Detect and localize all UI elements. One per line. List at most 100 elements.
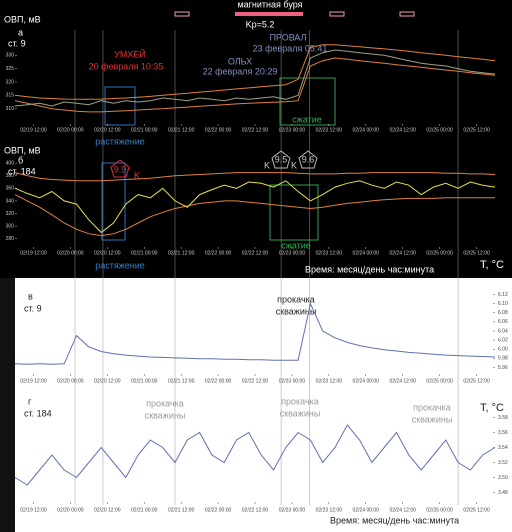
y-tick-label: 320 bbox=[6, 211, 15, 217]
annotation: 23 февраля 05:41 bbox=[253, 43, 328, 53]
y-tick-label: 3.48 bbox=[498, 490, 508, 496]
x-tick-label: 02/20 00:00 bbox=[57, 127, 84, 133]
x-tick-label: 02/24 00:00 bbox=[353, 507, 380, 513]
annotation: скважины bbox=[280, 408, 321, 418]
y-tick-label: 325 bbox=[6, 66, 15, 72]
y-label: ОВП, мВ bbox=[4, 14, 41, 24]
annotation: 20 февраля 10:35 bbox=[89, 61, 164, 71]
y-tick-label: 6.12 bbox=[498, 292, 508, 298]
x-tick-label: 02/21 00:00 bbox=[131, 250, 158, 256]
y-tick-label: 6.10 bbox=[498, 301, 508, 307]
series-line bbox=[14, 194, 495, 237]
marker-shape bbox=[271, 150, 291, 169]
annotation: K bbox=[134, 170, 140, 180]
y-tick-label: 400 bbox=[6, 160, 15, 166]
x-tick-label: 02/20 00:00 bbox=[57, 250, 84, 256]
stretch-box bbox=[101, 162, 126, 241]
x-tick-label: 02/20 12:00 bbox=[94, 127, 121, 133]
annotation: ПРОВАЛ bbox=[269, 32, 306, 42]
x-tick-label: 02/21 12:00 bbox=[168, 378, 195, 384]
x-axis-label: Время: месяц/день час:минута bbox=[305, 264, 434, 274]
annotation: прокачка bbox=[413, 402, 451, 412]
series-line bbox=[14, 172, 496, 182]
x-axis-label: Время: месяц/день час:минута bbox=[330, 515, 459, 525]
series-line bbox=[14, 424, 496, 486]
y-tick-label: 6.08 bbox=[498, 310, 508, 316]
station-label: ст. 9 bbox=[24, 303, 42, 313]
panel-label: г bbox=[28, 396, 32, 406]
x-tick-label: 02/19 12:00 bbox=[20, 378, 47, 384]
x-tick-label: 02/21 00:00 bbox=[131, 507, 158, 513]
x-tick-label: 02/25 00:00 bbox=[426, 127, 453, 133]
annotation: 9.6 bbox=[302, 154, 315, 164]
x-tick-label: 02/22 12:00 bbox=[242, 127, 269, 133]
y-tick-label: 315 bbox=[6, 93, 15, 99]
x-tick-label: 02/25 12:00 bbox=[463, 127, 490, 133]
compress-box bbox=[269, 184, 319, 241]
x-tick-label: 02/20 12:00 bbox=[94, 250, 121, 256]
station-label: ст. 184 bbox=[24, 408, 52, 418]
annotation: растяжение bbox=[95, 136, 145, 146]
storm-bar bbox=[235, 12, 303, 16]
x-tick-label: 02/21 00:00 bbox=[131, 378, 158, 384]
x-tick-label: 02/19 12:00 bbox=[20, 127, 47, 133]
y-label: ОВП, мВ bbox=[4, 145, 41, 155]
x-tick-label: 02/19 12:00 bbox=[20, 507, 47, 513]
annotation: 9.9 bbox=[114, 164, 127, 174]
annotation: 9.5 bbox=[275, 154, 288, 164]
y-tick-label: 330 bbox=[6, 53, 15, 59]
series-line bbox=[14, 180, 496, 234]
y-tick-label: 3.54 bbox=[498, 445, 508, 451]
y-tick-label: 300 bbox=[6, 223, 15, 229]
x-tick-label: 02/25 12:00 bbox=[463, 378, 490, 384]
x-tick-label: 02/20 12:00 bbox=[94, 507, 121, 513]
x-tick-label: 02/22 00:00 bbox=[205, 378, 232, 384]
y-tick-label: 3.52 bbox=[498, 460, 508, 466]
y-tick-label: 6.06 bbox=[498, 319, 508, 325]
x-tick-label: 02/24 00:00 bbox=[353, 127, 380, 133]
series-line bbox=[14, 49, 496, 107]
station-label: ст. 9 bbox=[8, 38, 26, 48]
y-tick-label: 380 bbox=[6, 173, 15, 179]
x-tick-label: 02/20 12:00 bbox=[94, 378, 121, 384]
x-tick-label: 02/23 12:00 bbox=[316, 250, 343, 256]
annotation: растяжение bbox=[95, 260, 145, 270]
annotation: сжатие bbox=[281, 240, 311, 250]
x-tick-label: 02/23 12:00 bbox=[316, 127, 343, 133]
y-tick-label: 3.56 bbox=[498, 430, 508, 436]
annotation: скважины bbox=[276, 306, 317, 316]
annotation: сжатие bbox=[292, 114, 322, 124]
y-tick-label: 340 bbox=[6, 198, 15, 204]
annotation: прокачка bbox=[277, 294, 315, 304]
series-line bbox=[14, 57, 496, 113]
storm-mark bbox=[174, 11, 190, 17]
panel-label: б bbox=[18, 155, 23, 165]
x-tick-label: 02/21 12:00 bbox=[168, 250, 195, 256]
storm-mark bbox=[329, 11, 345, 17]
x-tick-label: 02/23 00:00 bbox=[279, 250, 306, 256]
x-tick-label: 02/24 12:00 bbox=[389, 127, 416, 133]
x-tick-label: 02/20 00:00 bbox=[57, 507, 84, 513]
annotation: K bbox=[291, 160, 297, 170]
storm-mark bbox=[399, 11, 415, 17]
y-tick-label: 360 bbox=[6, 186, 15, 192]
y-tick-label: 310 bbox=[6, 106, 15, 112]
panel-label: а bbox=[18, 27, 23, 37]
x-tick-label: 02/22 00:00 bbox=[205, 507, 232, 513]
y-tick-label: 6.00 bbox=[498, 347, 508, 353]
x-tick-label: 02/22 00:00 bbox=[205, 250, 232, 256]
annotation: скважины bbox=[145, 410, 186, 420]
x-tick-label: 02/23 00:00 bbox=[279, 378, 306, 384]
dark-strip bbox=[0, 278, 15, 532]
x-tick-label: 02/24 00:00 bbox=[353, 250, 380, 256]
x-tick-label: 02/21 12:00 bbox=[168, 507, 195, 513]
unit-label: T, °C bbox=[480, 259, 504, 271]
x-tick-label: 02/23 12:00 bbox=[316, 507, 343, 513]
x-tick-label: 02/23 00:00 bbox=[279, 507, 306, 513]
x-tick-label: 02/25 12:00 bbox=[463, 507, 490, 513]
x-tick-label: 02/23 00:00 bbox=[279, 127, 306, 133]
x-tick-label: 02/24 12:00 bbox=[389, 507, 416, 513]
kp-label: Kp=5.2 bbox=[246, 19, 275, 29]
